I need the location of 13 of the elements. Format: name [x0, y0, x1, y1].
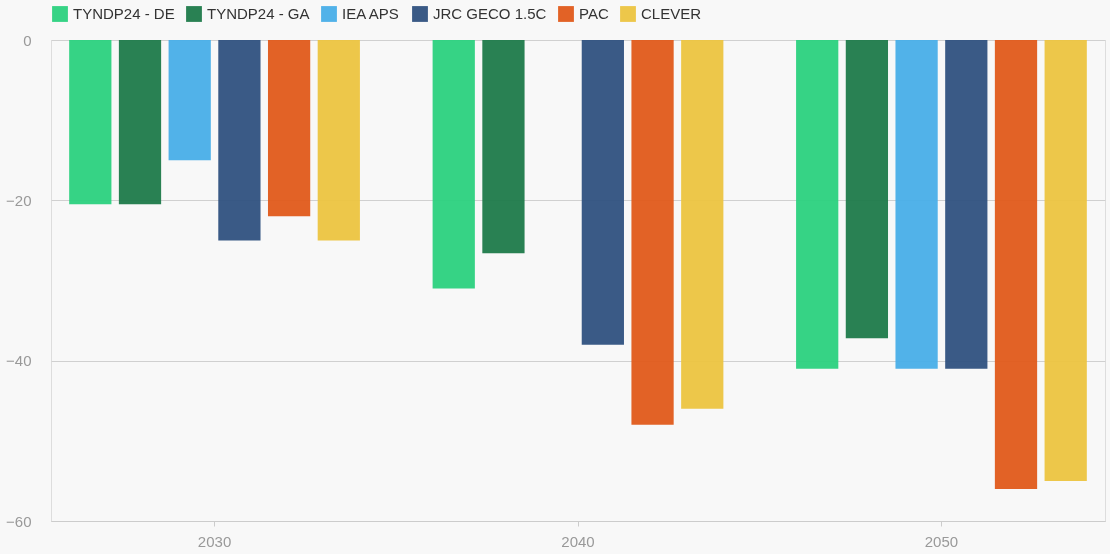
legend-label: TYNDP24 - DE [73, 5, 175, 22]
x-tick-label: 2040 [561, 532, 595, 550]
legend-label: TYNDP24 - GA [207, 5, 310, 22]
legend-label: IEA APS [342, 5, 399, 22]
y-tick-label: −20 [6, 191, 32, 209]
legend-label: CLEVER [641, 5, 702, 22]
y-tick-label: 0 [23, 31, 32, 49]
y-tick-label: −40 [6, 352, 32, 370]
x-tick-label: 2050 [924, 532, 959, 550]
x-tick-label: 2030 [197, 532, 232, 550]
y-tick-label: −60 [6, 512, 32, 530]
legend-label: PAC [579, 5, 609, 22]
legend-label: JRC GECO 1.5C [433, 5, 547, 22]
